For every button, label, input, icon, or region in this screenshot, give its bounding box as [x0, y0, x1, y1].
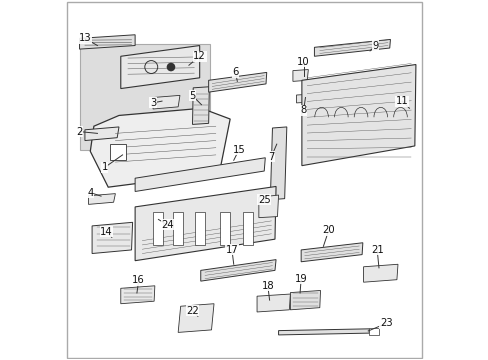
Polygon shape [80, 35, 135, 49]
Polygon shape [178, 304, 214, 332]
Text: 8: 8 [300, 105, 306, 115]
Circle shape [166, 63, 175, 71]
FancyBboxPatch shape [153, 212, 163, 244]
Polygon shape [257, 294, 290, 312]
Polygon shape [121, 45, 199, 89]
Polygon shape [270, 127, 286, 200]
Text: 24: 24 [161, 220, 173, 230]
Text: 2: 2 [76, 127, 82, 136]
Text: 17: 17 [225, 245, 238, 255]
Text: 11: 11 [395, 96, 408, 106]
Text: 5: 5 [189, 91, 195, 101]
Text: 14: 14 [100, 227, 113, 237]
Polygon shape [201, 260, 276, 281]
Polygon shape [153, 95, 180, 109]
Text: 23: 23 [379, 319, 392, 328]
Text: 15: 15 [232, 144, 245, 154]
FancyBboxPatch shape [219, 212, 229, 244]
Text: 6: 6 [232, 67, 238, 77]
Text: 19: 19 [294, 274, 307, 284]
Polygon shape [85, 127, 119, 140]
Polygon shape [135, 186, 276, 261]
Polygon shape [314, 40, 389, 56]
Text: 16: 16 [132, 275, 145, 285]
Polygon shape [278, 329, 368, 335]
Text: 25: 25 [257, 195, 270, 205]
Text: 7: 7 [267, 152, 274, 162]
Polygon shape [301, 243, 362, 262]
Polygon shape [290, 291, 320, 310]
Polygon shape [301, 64, 415, 166]
FancyBboxPatch shape [80, 44, 210, 149]
FancyBboxPatch shape [194, 212, 204, 244]
Polygon shape [135, 158, 265, 192]
Polygon shape [296, 94, 316, 103]
Text: 22: 22 [186, 306, 199, 316]
Text: 1: 1 [101, 162, 108, 172]
FancyBboxPatch shape [173, 212, 183, 244]
Polygon shape [208, 72, 266, 92]
Polygon shape [363, 264, 397, 282]
Text: 10: 10 [297, 57, 309, 67]
Text: 13: 13 [79, 33, 91, 43]
Polygon shape [192, 87, 209, 125]
Polygon shape [92, 222, 132, 253]
Bar [368, 328, 379, 335]
Polygon shape [292, 69, 308, 81]
FancyBboxPatch shape [243, 212, 253, 244]
Text: 18: 18 [261, 281, 274, 291]
Text: 4: 4 [87, 188, 93, 198]
Polygon shape [258, 195, 278, 218]
Polygon shape [88, 194, 115, 204]
Text: 9: 9 [371, 41, 378, 50]
Bar [110, 144, 126, 160]
Text: 3: 3 [150, 98, 156, 108]
Text: 20: 20 [322, 225, 334, 235]
Polygon shape [90, 108, 230, 187]
Text: 21: 21 [370, 245, 383, 255]
Polygon shape [121, 286, 155, 304]
Text: 12: 12 [193, 51, 205, 61]
